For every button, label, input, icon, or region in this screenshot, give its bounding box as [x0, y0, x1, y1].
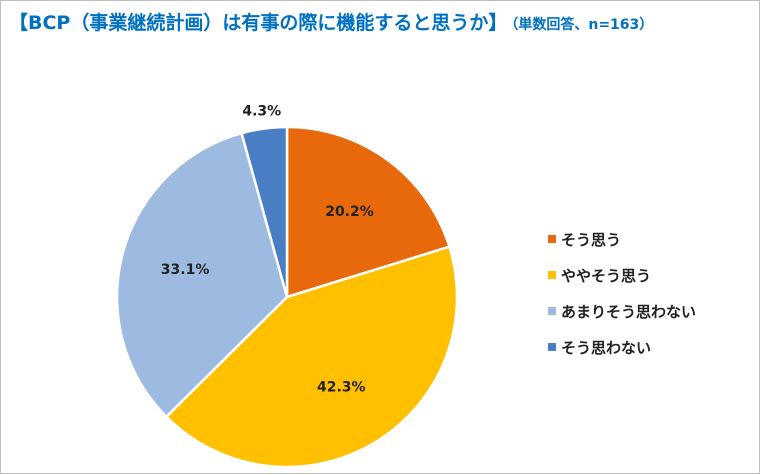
pie-value-label-1: 20.2% — [325, 204, 374, 220]
legend-swatch — [548, 271, 556, 279]
pie-slices — [115, 125, 459, 469]
pie-slice-1 — [285, 125, 451, 299]
legend-label: そう思わない — [561, 338, 652, 357]
pie-slice-3 — [115, 131, 289, 418]
legend-label: そう思う — [561, 230, 622, 249]
legend-swatch — [548, 343, 556, 351]
chart-title-main: 【BCP（事業継続計画）は有事の際に機能すると思うか】 — [9, 12, 508, 34]
legend-label: ややそう思う — [561, 266, 652, 285]
pie-slice-2 — [165, 245, 459, 469]
legend-swatch — [548, 307, 556, 315]
chart-title-sub: （単数回答、n=163） — [511, 17, 654, 33]
pie-value-label-4: 4.3% — [242, 104, 281, 120]
pie-value-label-3: 33.1% — [161, 262, 210, 278]
legend-item: ややそう思う — [548, 265, 696, 285]
pie-value-labels: 20.2% 42.3% 33.1% 4.3% — [161, 104, 374, 396]
pie-chart: 20.2% 42.3% 33.1% 4.3% — [115, 104, 459, 469]
legend-item: そう思う — [548, 229, 696, 249]
legend-label: あまりそう思わない — [561, 302, 697, 321]
legend-item: そう思わない — [548, 337, 696, 357]
chart-title: 【BCP（事業継続計画）は有事の際に機能すると思うか】 （単数回答、n=163） — [9, 8, 653, 35]
legend: そう思う ややそう思う あまりそう思わない そう思わない — [548, 229, 696, 373]
pie-value-label-2: 42.3% — [317, 379, 366, 395]
pie-slice-4 — [240, 125, 289, 299]
legend-item: あまりそう思わない — [548, 301, 696, 321]
legend-swatch — [548, 235, 556, 243]
